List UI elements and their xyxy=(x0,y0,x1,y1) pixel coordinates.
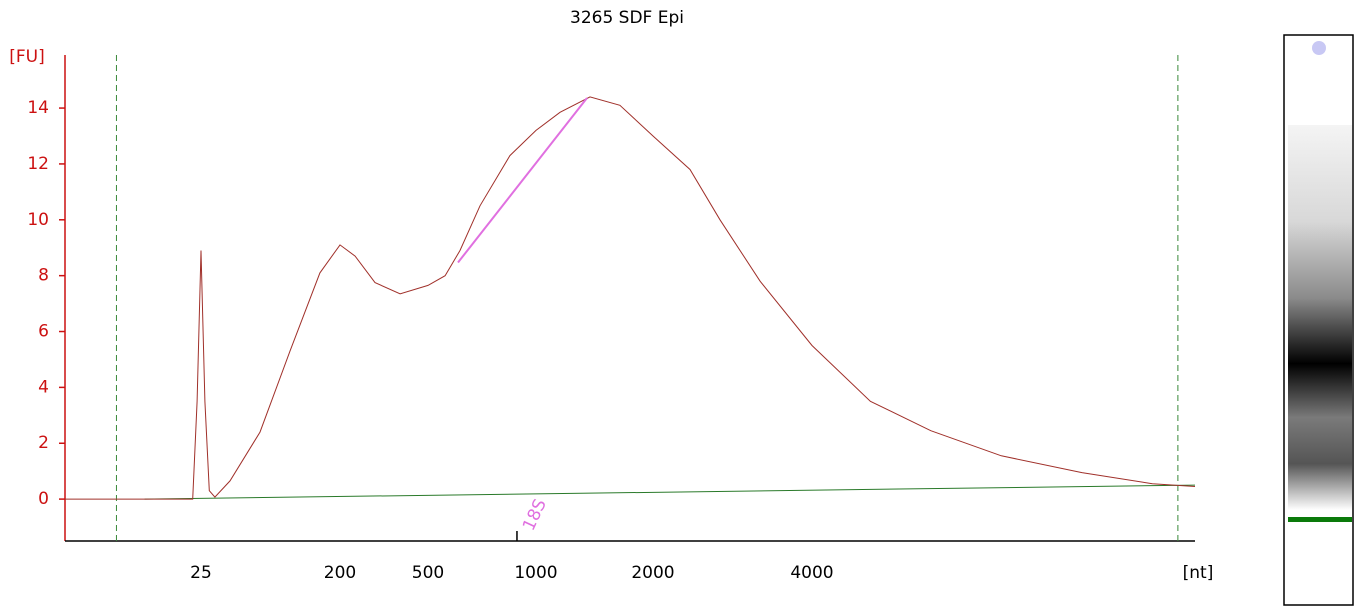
y-tick-label: 0 xyxy=(38,489,49,509)
x-tick-label: 4000 xyxy=(790,563,833,583)
y-tick-label: 6 xyxy=(38,322,49,342)
fit-line xyxy=(457,97,588,264)
x-tick-label: 200 xyxy=(324,563,356,583)
chart-title: 3265 SDF Epi xyxy=(570,8,684,28)
x-tick-label: 25 xyxy=(190,563,212,583)
y-tick-label: 2 xyxy=(38,433,49,453)
signal-line xyxy=(65,96,1196,500)
y-tick-label: 12 xyxy=(27,154,49,174)
x-tick-label: 1000 xyxy=(514,563,557,583)
y-axis-label: [FU] xyxy=(9,47,45,67)
y-tick-label: 8 xyxy=(38,266,49,286)
gel-dot xyxy=(1312,41,1326,55)
gel-marker-band xyxy=(1288,517,1352,522)
gel-lane xyxy=(1283,34,1354,606)
baseline xyxy=(144,484,1196,500)
y-tick-label: 4 xyxy=(38,377,49,397)
x-tick-label: 500 xyxy=(412,563,444,583)
x-tick-label: 2000 xyxy=(631,563,674,583)
x-axis-label: [nt] xyxy=(1183,563,1214,583)
annotation-label: 18S xyxy=(519,496,551,534)
y-tick-label: 14 xyxy=(27,98,49,118)
y-tick-label: 10 xyxy=(27,210,49,230)
gel-smear xyxy=(1288,125,1352,510)
